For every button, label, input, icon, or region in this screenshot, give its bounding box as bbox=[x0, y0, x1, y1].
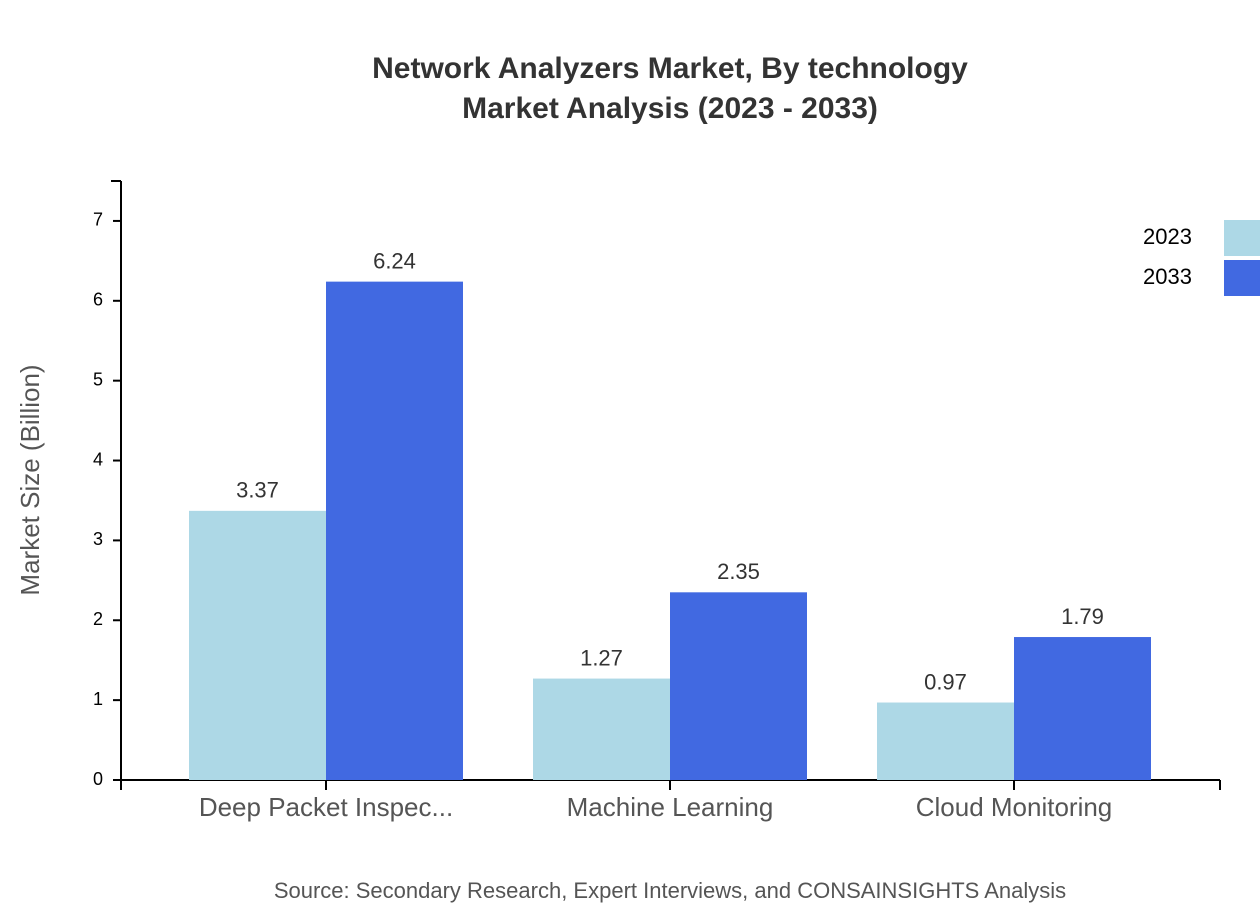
y-tick-label: 4 bbox=[93, 449, 103, 469]
chart-title: Market Analysis (2023 - 2033) bbox=[462, 92, 878, 125]
value-label: 2.35 bbox=[717, 559, 760, 584]
bar bbox=[1014, 637, 1151, 780]
y-tick-label: 2 bbox=[93, 609, 103, 629]
bar bbox=[877, 702, 1014, 780]
legend-label: 2023 bbox=[1143, 224, 1192, 249]
x-tick-label: Deep Packet Inspec... bbox=[199, 792, 453, 822]
chart-title: Network Analyzers Market, By technology bbox=[372, 52, 968, 85]
y-tick-label: 0 bbox=[93, 769, 103, 789]
bar bbox=[533, 678, 670, 780]
y-tick-label: 3 bbox=[93, 529, 103, 549]
y-tick-label: 6 bbox=[93, 290, 103, 310]
value-label: 6.24 bbox=[373, 248, 416, 273]
bar bbox=[326, 281, 463, 780]
legend-label: 2033 bbox=[1143, 264, 1192, 289]
source-note: Source: Secondary Research, Expert Inter… bbox=[274, 878, 1066, 903]
y-tick-label: 1 bbox=[93, 689, 103, 709]
legend-swatch bbox=[1224, 260, 1260, 296]
value-label: 1.79 bbox=[1061, 604, 1104, 629]
y-axis-label: Market Size (Billion) bbox=[15, 364, 45, 595]
value-label: 3.37 bbox=[236, 478, 279, 503]
x-tick-label: Machine Learning bbox=[567, 792, 774, 822]
value-label: 1.27 bbox=[580, 645, 623, 670]
y-tick-label: 5 bbox=[93, 369, 103, 389]
value-label: 0.97 bbox=[924, 669, 967, 694]
legend-swatch bbox=[1224, 220, 1260, 256]
x-tick-label: Cloud Monitoring bbox=[916, 792, 1113, 822]
bar bbox=[189, 510, 326, 780]
y-tick-label: 7 bbox=[93, 210, 103, 230]
bar bbox=[670, 592, 807, 780]
